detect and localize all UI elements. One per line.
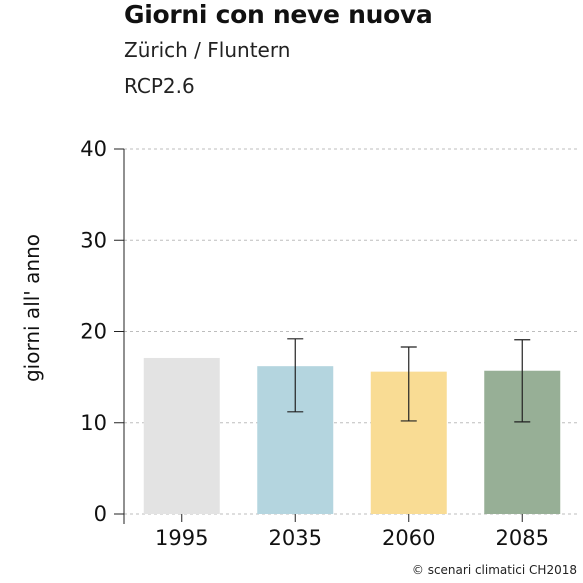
x-tick-label-2035: 2035 xyxy=(269,526,322,550)
x-tick-label-1995: 1995 xyxy=(155,526,208,550)
y-tick-label: 10 xyxy=(80,411,107,435)
location-subtitle: Zürich / Fluntern xyxy=(124,38,291,62)
x-tick-label-2060: 2060 xyxy=(382,526,435,550)
bars xyxy=(143,357,561,514)
x-tick-label-2085: 2085 xyxy=(496,526,549,550)
y-tick-label: 40 xyxy=(80,137,107,161)
error-bars xyxy=(287,338,531,423)
axes: 0 10 20 30 40 1995 2035 2060 2085 xyxy=(80,137,549,550)
y-tick-label: 30 xyxy=(80,228,107,252)
bar-1995 xyxy=(143,357,220,514)
y-tick-label: 0 xyxy=(94,502,107,526)
y-axis-title: giorni all' anno xyxy=(20,234,44,382)
copyright-credit: © scenari climatici CH2018 xyxy=(411,563,577,577)
y-tick-label: 20 xyxy=(80,320,107,344)
scenario-label: RCP2.6 xyxy=(124,74,195,98)
chart-title: Giorni con neve nuova xyxy=(124,0,433,29)
